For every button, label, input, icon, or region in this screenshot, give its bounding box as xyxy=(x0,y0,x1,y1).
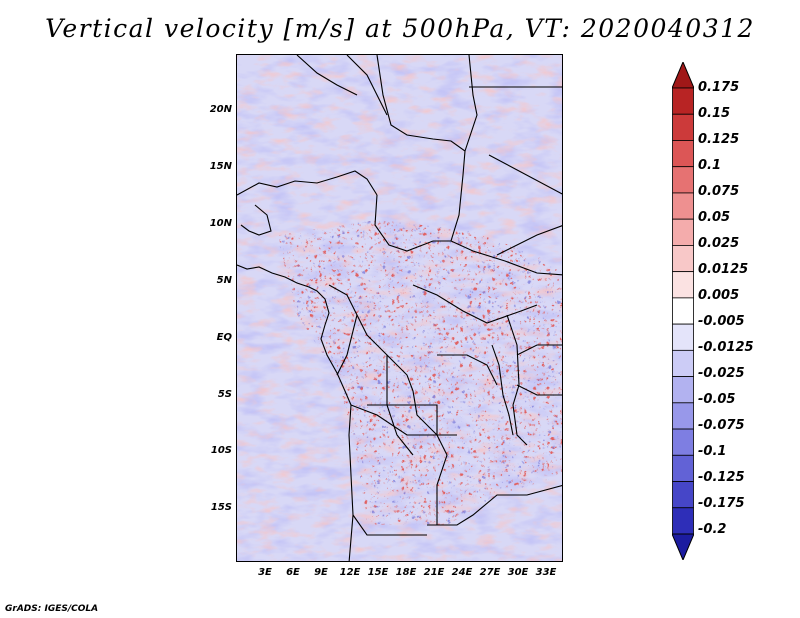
vertical-velocity-field xyxy=(237,55,562,561)
colorbar-segment xyxy=(672,323,694,351)
colorbar-label: 0.125 xyxy=(698,132,740,147)
lon-tick-label: 3E xyxy=(258,567,272,578)
colorbar-label: -0.175 xyxy=(698,496,745,511)
colorbar xyxy=(672,62,694,560)
map-title: Vertical velocity [m/s] at 500hPa, VT: 2… xyxy=(45,14,755,43)
colorbar-label: -0.1 xyxy=(698,444,727,459)
colorbar-label: -0.2 xyxy=(698,522,727,537)
colorbar-label: 0.025 xyxy=(698,236,740,251)
colorbar-segment xyxy=(672,166,694,194)
lon-tick-label: 21E xyxy=(423,567,445,578)
colorbar-label: -0.005 xyxy=(698,314,745,329)
lon-tick-label: 6E xyxy=(286,567,300,578)
lat-tick-label: 15N xyxy=(209,161,232,172)
colorbar-label: 0.005 xyxy=(698,288,740,303)
lon-tick-label: 33E xyxy=(535,567,557,578)
colorbar-segment xyxy=(672,218,694,246)
colorbar-label: 0.15 xyxy=(698,106,731,121)
colorbar-label: 0.05 xyxy=(698,210,731,225)
colorbar-segment xyxy=(672,507,694,535)
lon-tick-label: 12E xyxy=(339,567,361,578)
colorbar-label: -0.05 xyxy=(698,392,736,407)
colorbar-label: 0.175 xyxy=(698,80,740,95)
colorbar-label: -0.075 xyxy=(698,418,745,433)
colorbar-segment xyxy=(672,533,694,560)
colorbar-label: 0.0125 xyxy=(698,262,749,277)
colorbar-segment xyxy=(672,62,694,89)
colorbar-segment xyxy=(672,245,694,273)
colorbar-segment xyxy=(672,376,694,404)
colorbar-segment xyxy=(672,454,694,482)
coastlines-and-borders xyxy=(237,55,562,561)
lon-tick-label: 18E xyxy=(395,567,417,578)
lon-tick-label: 15E xyxy=(367,567,389,578)
colorbar-segment xyxy=(672,140,694,168)
colorbar-label: -0.125 xyxy=(698,470,745,485)
colorbar-label: 0.1 xyxy=(698,158,722,173)
colorbar-label: -0.025 xyxy=(698,366,745,381)
lat-tick-label: 5N xyxy=(216,275,232,286)
lat-tick-label: 10N xyxy=(209,218,232,229)
colorbar-segment xyxy=(672,297,694,325)
colorbar-segment xyxy=(672,481,694,509)
colorbar-label: -0.0125 xyxy=(698,340,754,355)
colorbar-segment xyxy=(672,113,694,141)
colorbar-segment xyxy=(672,192,694,220)
lat-tick-label: 10S xyxy=(210,445,232,456)
colorbar-segment xyxy=(672,271,694,299)
lat-tick-label: 15S xyxy=(210,502,232,513)
map-panel xyxy=(236,54,563,562)
colorbar-segment xyxy=(672,349,694,377)
colorbar-segment xyxy=(672,428,694,456)
lat-tick-label: 20N xyxy=(209,104,232,115)
colorbar-label: 0.075 xyxy=(698,184,740,199)
colorbar-segment xyxy=(672,402,694,430)
lon-tick-label: 24E xyxy=(451,567,473,578)
software-credit: GrADS: IGES/COLA xyxy=(5,604,99,614)
lat-tick-label: 5S xyxy=(217,389,232,400)
lon-tick-label: 27E xyxy=(479,567,501,578)
lat-tick-label: EQ xyxy=(216,332,232,343)
lon-tick-label: 30E xyxy=(507,567,529,578)
lon-tick-label: 9E xyxy=(314,567,328,578)
colorbar-segment xyxy=(672,87,694,115)
